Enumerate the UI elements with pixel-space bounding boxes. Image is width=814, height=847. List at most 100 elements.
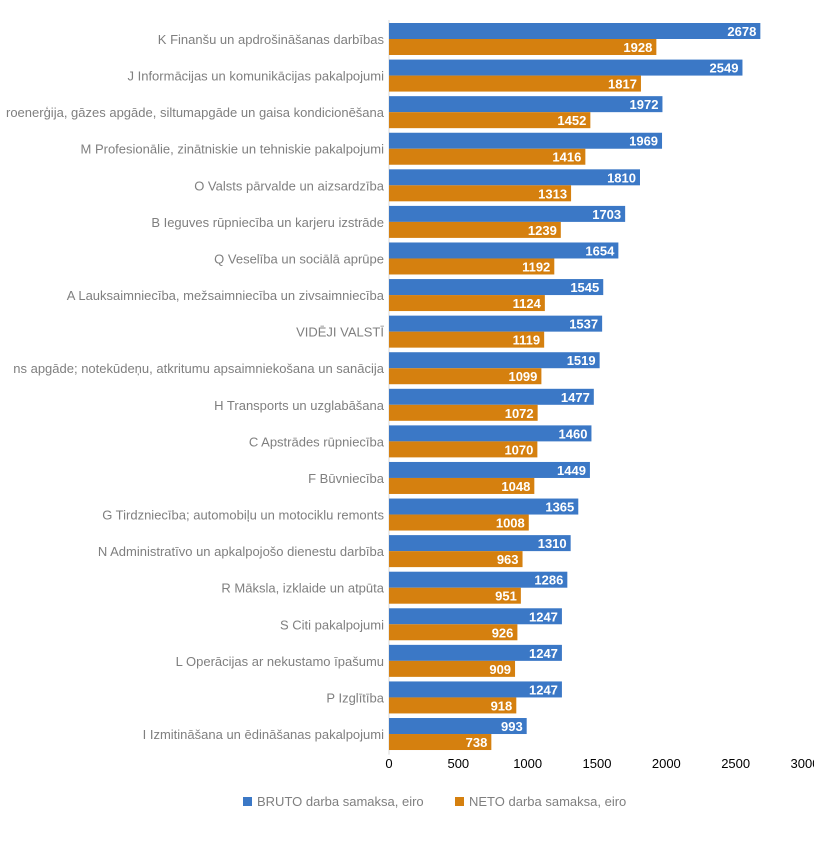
- x-tick-label: 2000: [652, 756, 681, 771]
- category-label: H Transports un uzglabāšana: [214, 398, 385, 413]
- data-label: 1449: [557, 463, 586, 478]
- category-label: VIDĒJI VALSTĪ: [296, 325, 384, 340]
- data-label: 1192: [522, 259, 550, 274]
- data-label: 1008: [496, 516, 525, 531]
- data-label: 909: [489, 662, 511, 677]
- category-label: R Māksla, izklaide un atpūta: [221, 581, 384, 596]
- neto-bar: [389, 221, 561, 238]
- data-label: 1416: [552, 150, 581, 165]
- bruto-bar: [389, 205, 626, 222]
- data-label: 1247: [529, 609, 558, 624]
- neto-bar: [389, 441, 538, 458]
- x-tick-label: 3000: [791, 756, 814, 771]
- neto-bar: [389, 660, 516, 677]
- category-label: K Finanšu un apdrošināšanas darbības: [158, 32, 385, 47]
- data-label: 1048: [501, 479, 530, 494]
- category-label: A Lauksaimniecība, mežsaimniecība un ziv…: [67, 288, 385, 303]
- bruto-bar: [389, 242, 619, 259]
- data-label: 951: [495, 589, 517, 604]
- data-label: 963: [497, 552, 519, 567]
- neto-bar: [389, 404, 538, 421]
- data-label: 1313: [538, 186, 567, 201]
- data-label: 1119: [513, 333, 541, 348]
- category-label: F Būvniecība: [308, 471, 385, 486]
- category-label: L Operācijas ar nekustamo īpašumu: [176, 654, 384, 669]
- data-label: 1124: [513, 296, 542, 311]
- data-label: 1239: [528, 223, 557, 238]
- data-label: 1310: [538, 536, 567, 551]
- category-label: roenerģija, gāzes apgāde, siltumapgāde u…: [6, 105, 385, 120]
- data-label: 2549: [710, 61, 739, 76]
- neto-bar: [389, 697, 517, 714]
- category-label: G Tirdzniecība; automobiļu un motociklu …: [102, 508, 384, 523]
- category-label: C Apstrādes rūpniecība: [249, 434, 385, 449]
- x-tick-label: 0: [385, 756, 392, 771]
- bruto-bar: [389, 59, 743, 76]
- data-label: 993: [501, 719, 523, 734]
- data-label: 738: [466, 735, 488, 750]
- neto-bar: [389, 734, 492, 751]
- data-label: 1286: [534, 573, 563, 588]
- neto-bar: [389, 148, 586, 165]
- bruto-bar: [389, 315, 603, 332]
- legend-swatch: [243, 797, 252, 806]
- neto-bar: [389, 75, 641, 92]
- category-label: B Ieguves rūpniecība un karjeru izstrāde: [151, 215, 384, 230]
- legend-label: BRUTO darba samaksa, eiro: [257, 794, 424, 809]
- data-label: 1969: [629, 134, 658, 149]
- neto-bar: [389, 39, 657, 55]
- bruto-bar: [389, 96, 663, 113]
- neto-bar: [389, 477, 535, 494]
- category-label: Q Veselība un sociālā aprūpe: [214, 251, 384, 266]
- data-label: 1477: [561, 390, 590, 405]
- bruto-bar: [389, 23, 761, 39]
- category-label: P Izglītība: [326, 690, 384, 705]
- bruto-bar: [389, 535, 571, 552]
- data-label: 1810: [607, 170, 636, 185]
- data-label: 1537: [569, 317, 598, 332]
- bruto-bar: [389, 718, 527, 735]
- category-label: I Izmitināšana un ēdināšanas pakalpojumi: [143, 727, 384, 742]
- neto-bar: [389, 258, 555, 275]
- bruto-bar: [389, 644, 562, 661]
- data-label: 1365: [545, 500, 574, 515]
- bruto-bar: [389, 498, 579, 515]
- data-label: 1817: [608, 77, 637, 92]
- neto-bar: [389, 112, 591, 129]
- bruto-bar: [389, 352, 600, 369]
- data-label: 2678: [727, 24, 756, 39]
- bruto-bar: [389, 279, 604, 296]
- data-label: 1452: [557, 113, 586, 128]
- data-label: 926: [492, 625, 514, 640]
- legend-swatch: [455, 797, 464, 806]
- bruto-bar: [389, 571, 568, 588]
- category-label: O Valsts pārvalde un aizsardzība: [194, 178, 385, 193]
- data-label: 1247: [529, 682, 558, 697]
- data-label: 1545: [570, 280, 599, 295]
- bruto-bar: [389, 681, 562, 698]
- data-label: 1247: [529, 646, 558, 661]
- neto-bar: [389, 514, 529, 531]
- neto-bar: [389, 295, 545, 312]
- bruto-bar: [389, 169, 640, 186]
- neto-bar: [389, 185, 572, 202]
- x-tick-label: 2500: [721, 756, 750, 771]
- neto-bar: [389, 551, 523, 568]
- data-label: 918: [491, 698, 513, 713]
- x-tick-label: 500: [447, 756, 469, 771]
- bruto-bar: [389, 608, 562, 625]
- data-label: 1072: [505, 406, 534, 421]
- data-label: 1070: [504, 442, 533, 457]
- bruto-bar: [389, 425, 592, 442]
- x-tick-label: 1500: [583, 756, 612, 771]
- neto-bar: [389, 587, 521, 604]
- neto-bar: [389, 624, 518, 641]
- legend-label: NETO darba samaksa, eiro: [469, 794, 626, 809]
- data-label: 1099: [508, 369, 537, 384]
- category-label: J Informācijas un komunikācijas pakalpoj…: [127, 69, 384, 84]
- bruto-bar: [389, 388, 594, 405]
- category-label: S Citi pakalpojumi: [280, 617, 384, 632]
- category-label: N Administratīvo un apkalpojošo dienestu…: [98, 544, 385, 559]
- bruto-bar: [389, 461, 590, 478]
